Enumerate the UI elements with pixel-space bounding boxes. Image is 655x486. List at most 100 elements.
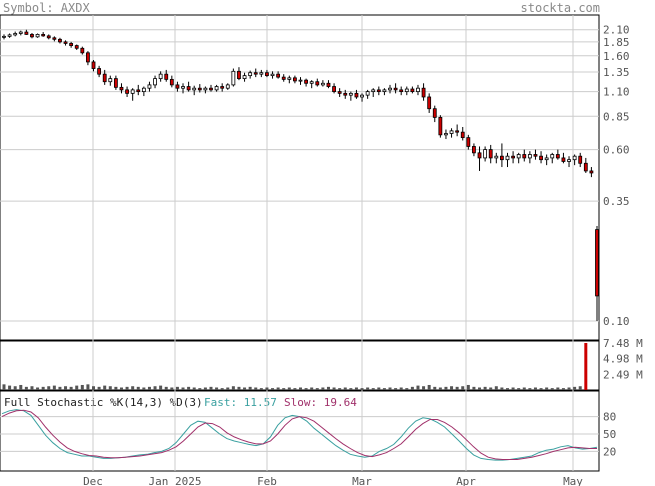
volume-bar <box>377 387 381 390</box>
candle-body <box>214 86 219 91</box>
volume-bar <box>338 388 342 390</box>
volume-bar <box>181 387 185 390</box>
volume-tick-label: 2.49 M <box>603 368 643 381</box>
candle-body <box>102 73 107 83</box>
candle-body <box>550 154 555 159</box>
candle-body <box>332 86 336 93</box>
price-tick-label: 1.85 <box>603 36 630 49</box>
candle-body <box>488 149 493 159</box>
candle-body <box>472 146 476 154</box>
candle-body <box>197 87 202 91</box>
candle-body <box>153 78 157 86</box>
candle-body <box>404 88 409 93</box>
volume-bar <box>332 387 336 390</box>
candle-body <box>237 70 241 80</box>
stochastic-panel-frame <box>0 390 600 472</box>
candle-body <box>505 155 510 161</box>
candle-body <box>125 89 129 94</box>
volume-bar <box>170 387 174 390</box>
candle-body <box>522 154 527 159</box>
volume-bar <box>119 387 123 390</box>
x-tick-label: Mar <box>352 475 372 486</box>
candle-body <box>499 155 504 161</box>
candle-body <box>259 72 264 75</box>
volume-bar <box>539 388 543 390</box>
x-tick-label: Apr <box>456 475 476 486</box>
candle-body <box>209 87 213 91</box>
candle-body <box>376 89 381 93</box>
volume-bar <box>231 386 235 390</box>
volume-bar <box>86 384 90 390</box>
volume-bar <box>282 388 286 390</box>
candle-body <box>265 72 269 77</box>
candle-body <box>91 61 96 69</box>
candle-body <box>466 137 471 147</box>
candle-body <box>583 162 588 172</box>
volume-bar <box>2 384 6 390</box>
price-tick-label: 0.60 <box>603 144 630 157</box>
volume-bar <box>254 387 258 390</box>
volume-bar <box>399 387 403 390</box>
candle-body <box>192 87 197 91</box>
price-tick-label: 1.60 <box>603 50 630 63</box>
volume-bar <box>299 387 302 390</box>
candle-body <box>477 152 482 159</box>
volume-bar <box>108 386 112 390</box>
volume-bar <box>24 386 28 390</box>
candle-body <box>438 117 443 136</box>
volume-bar <box>394 388 398 390</box>
volume-bar <box>41 386 45 390</box>
volume-bar <box>136 386 140 390</box>
volume-bar <box>326 386 330 390</box>
candle-body <box>555 154 560 159</box>
price-tick-label: 0.85 <box>603 110 630 123</box>
volume-bar <box>304 388 308 390</box>
candle-body <box>309 81 314 84</box>
volume-bar <box>511 387 515 390</box>
stochastic-label: Full Stochastic %K(14,3) %D(3) <box>4 396 203 409</box>
volume-bar <box>147 386 151 390</box>
candle-body <box>147 84 152 89</box>
volume-bar <box>556 387 560 390</box>
volume-bar <box>310 387 314 390</box>
candle-body <box>354 92 359 98</box>
candle-body <box>320 82 325 86</box>
volume-bar <box>349 388 353 390</box>
volume-bar <box>517 388 521 390</box>
volume-bar <box>427 384 431 390</box>
volume-bar <box>125 386 129 390</box>
volume-bar <box>103 385 107 390</box>
volume-bar <box>131 386 135 390</box>
volume-panel-frame <box>0 340 600 391</box>
volume-bar <box>478 387 482 390</box>
candle-body <box>444 133 448 136</box>
stochastic-tick-label: 80 <box>603 411 616 424</box>
candle-body <box>248 72 253 77</box>
volume-bar <box>500 387 504 390</box>
volume-bar <box>472 386 476 390</box>
brand-label: stockta.com <box>520 1 600 15</box>
candle-body <box>119 86 124 91</box>
candle-body <box>58 38 62 43</box>
volume-bar <box>209 386 213 390</box>
stochastic-slow-label: Slow: 19.64 <box>284 396 357 409</box>
candle-body <box>348 92 353 96</box>
candle-body <box>494 155 499 159</box>
volume-bar <box>422 386 426 390</box>
volume-bar <box>573 386 577 390</box>
candle-body <box>337 91 342 94</box>
candle-body <box>460 131 465 139</box>
candle-body <box>544 157 549 161</box>
candle-body <box>169 78 174 86</box>
volume-bar <box>438 387 442 390</box>
volume-bar <box>382 388 386 390</box>
volume-bar <box>243 387 247 390</box>
candle-body <box>276 73 281 78</box>
price-tick-label: 2.10 <box>603 24 630 37</box>
candle-body <box>97 68 102 75</box>
volume-bar <box>175 386 179 390</box>
volume-bar <box>271 388 275 390</box>
candle-body <box>449 130 454 134</box>
price-tick-label: 0.35 <box>603 195 630 208</box>
